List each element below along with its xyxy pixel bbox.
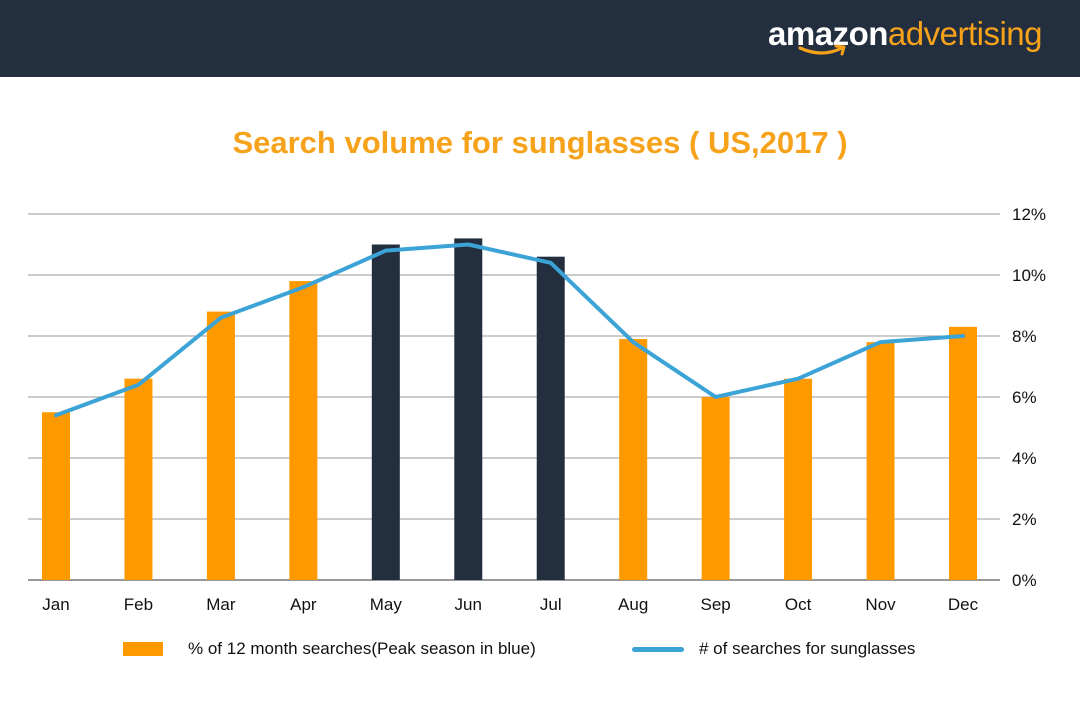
- x-tick-label: Jul: [540, 595, 562, 614]
- legend-line-swatch: [632, 646, 684, 652]
- bar-dec: [949, 326, 977, 580]
- bar-jun: [454, 238, 483, 580]
- y-tick-label: 8%: [1012, 327, 1037, 346]
- legend-label-line: # of searches for sunglasses: [699, 639, 916, 658]
- legend-label-bars: % of 12 month searches(Peak season in bl…: [188, 639, 536, 658]
- x-tick-label: Dec: [948, 595, 979, 614]
- x-tick-label: Sep: [701, 595, 731, 614]
- y-tick-label: 12%: [1012, 205, 1046, 224]
- x-tick-label: Jun: [455, 595, 482, 614]
- searches-line: [54, 242, 965, 418]
- legend-bar-swatch: [123, 642, 163, 656]
- y-axis-ticks: 0% 2% 4% 6% 8% 10% 12%: [1012, 205, 1046, 590]
- y-tick-label: 6%: [1012, 388, 1037, 407]
- bar-oct: [784, 378, 813, 580]
- logo-advertising-text: advertising: [887, 15, 1043, 52]
- legend-item-bars: % of 12 month searches(Peak season in bl…: [123, 636, 536, 662]
- logo-amazon-text: amazon: [768, 15, 888, 52]
- x-tick-label: Jan: [42, 595, 69, 614]
- x-tick-label: Nov: [865, 595, 896, 614]
- x-tick-label: May: [370, 595, 403, 614]
- y-tick-label: 2%: [1012, 510, 1037, 529]
- header-bar: amazon advertising: [0, 0, 1080, 77]
- x-tick-label: Oct: [785, 595, 812, 614]
- chart-legend: % of 12 month searches(Peak season in bl…: [0, 636, 1080, 662]
- bar-nov: [866, 342, 895, 580]
- bar-sep: [701, 397, 730, 580]
- bar-mar: [206, 311, 235, 580]
- y-tick-label: 4%: [1012, 449, 1037, 468]
- x-tick-label: Apr: [290, 595, 317, 614]
- gridlines: [28, 213, 1000, 581]
- bar-jan: [42, 412, 70, 580]
- y-tick-label: 0%: [1012, 571, 1037, 590]
- bar-apr: [289, 281, 318, 580]
- legend-item-line: # of searches for sunglasses: [632, 636, 915, 662]
- chart-title: Search volume for sunglasses ( US,2017 ): [232, 125, 848, 160]
- y-tick-label: 10%: [1012, 266, 1046, 285]
- bar-jul: [536, 256, 565, 580]
- smile-arrow-icon: [798, 44, 846, 56]
- search-line: [54, 242, 965, 418]
- x-axis-ticks: Jan Feb Mar Apr May Jun Jul Aug Sep Oct Nov Dec: [42, 595, 978, 614]
- bar-feb: [124, 378, 153, 580]
- bars: [42, 238, 977, 580]
- amazon-advertising-logo: amazon advertising: [768, 14, 1043, 64]
- bar-may: [371, 244, 400, 580]
- x-tick-label: Feb: [124, 595, 153, 614]
- x-tick-label: Mar: [206, 595, 236, 614]
- bar-aug: [619, 339, 648, 580]
- x-tick-label: Aug: [618, 595, 648, 614]
